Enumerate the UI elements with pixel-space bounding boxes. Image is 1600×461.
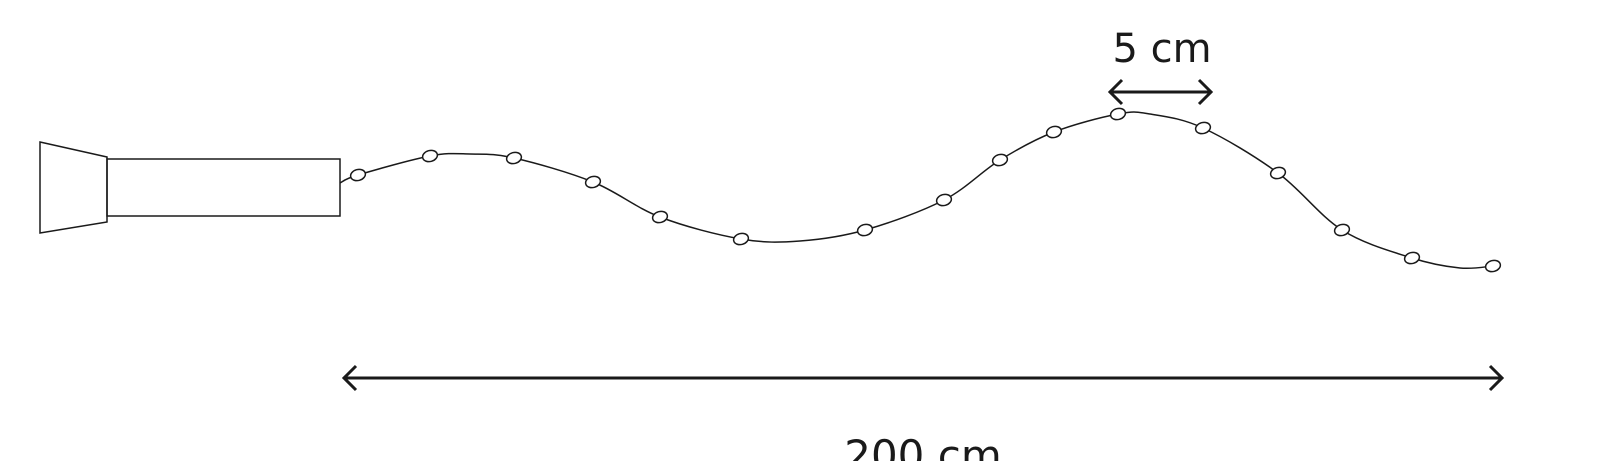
- led-bulb: [1045, 125, 1063, 139]
- led-group: [349, 107, 1502, 273]
- length-dimension: [341, 364, 1505, 392]
- led-bulb: [349, 168, 367, 182]
- spacing-arrowhead-right: [1197, 78, 1214, 106]
- led-bulb: [651, 210, 669, 224]
- led-bulb: [856, 223, 874, 237]
- led-bulb: [584, 175, 602, 189]
- led-bulb: [1333, 223, 1351, 237]
- wire: [339, 111, 1494, 270]
- length-arrowhead-right: [1488, 364, 1505, 392]
- led-bulb: [991, 153, 1009, 167]
- led-bulb: [935, 193, 953, 207]
- led-bulb: [1194, 121, 1212, 135]
- led-bulb: [1109, 107, 1127, 121]
- led-bulb: [505, 151, 523, 165]
- led-bulb: [732, 232, 750, 246]
- spacing-dimension: [1107, 78, 1214, 106]
- led-bulb: [1484, 259, 1502, 273]
- led-bulb: [421, 149, 439, 163]
- battery-cap: [39, 141, 108, 234]
- spacing-label: 5 cm: [1112, 26, 1211, 72]
- led-bulb: [1403, 251, 1421, 265]
- led-bulb: [1269, 166, 1287, 180]
- battery-body: [106, 158, 341, 217]
- length-label: 200 cm: [844, 431, 1002, 461]
- length-arrowhead-left: [341, 364, 358, 392]
- spacing-arrowhead-left: [1107, 78, 1124, 106]
- battery-box: [39, 141, 341, 234]
